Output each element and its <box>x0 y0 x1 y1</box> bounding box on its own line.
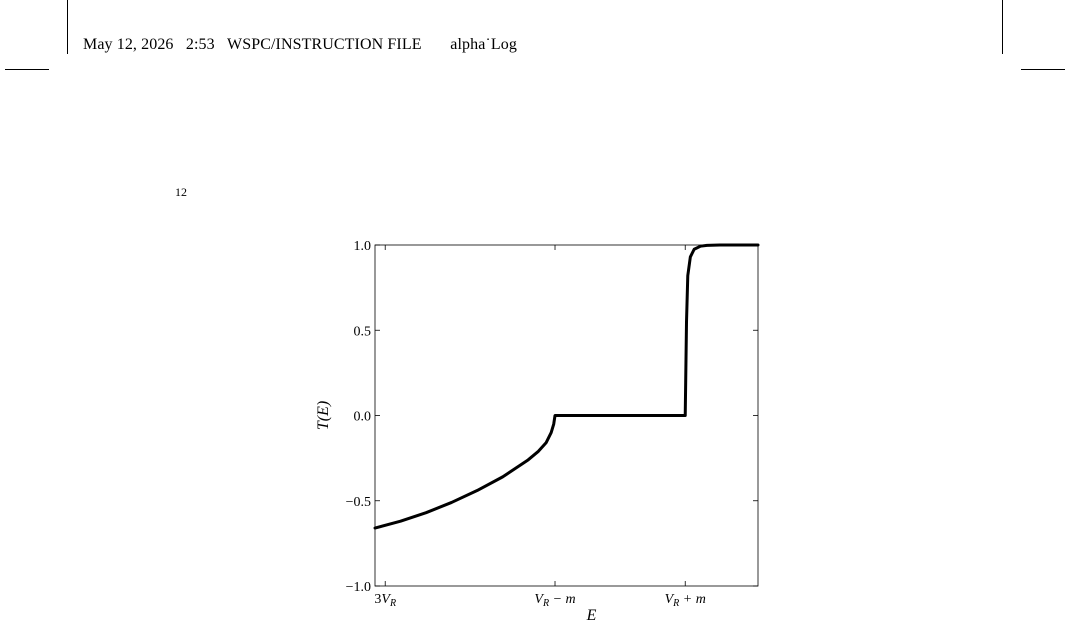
crop-mark-top-right-vertical <box>1002 0 1003 54</box>
y-tick-label: 0.0 <box>354 410 372 425</box>
header-filename: alpha˙Log <box>450 36 517 53</box>
crop-mark-top-left-horizontal <box>5 69 49 70</box>
running-header: May 12, 2026 2:53 WSPC/INSTRUCTION FILE … <box>83 36 517 54</box>
x-axis-label: E <box>586 607 597 624</box>
crop-mark-top-left-vertical <box>67 0 68 54</box>
y-tick-label: −1.0 <box>346 580 371 595</box>
header-label: WSPC/INSTRUCTION FILE <box>227 36 422 53</box>
y-axis-label: T(E) <box>315 401 332 430</box>
page-number: 12 <box>175 185 187 199</box>
transmission-plot: −1.0 −0.5 0.0 0.5 1.0 3VR VR − m VR + m E T(E) <box>315 239 760 624</box>
transmission-curve <box>373 243 760 530</box>
x-tick-label: 3VR <box>374 592 396 609</box>
y-tick-label: −0.5 <box>346 495 371 510</box>
x-tick-label: VR + m <box>665 592 706 609</box>
header-date: May 12, 2026 <box>83 36 174 53</box>
crop-mark-top-right-horizontal <box>1021 69 1065 70</box>
y-tick-label: 0.5 <box>354 324 372 339</box>
header-time: 2:53 <box>185 36 215 53</box>
x-tick-label: VR − m <box>534 592 575 609</box>
y-tick-label: 1.0 <box>354 239 372 254</box>
